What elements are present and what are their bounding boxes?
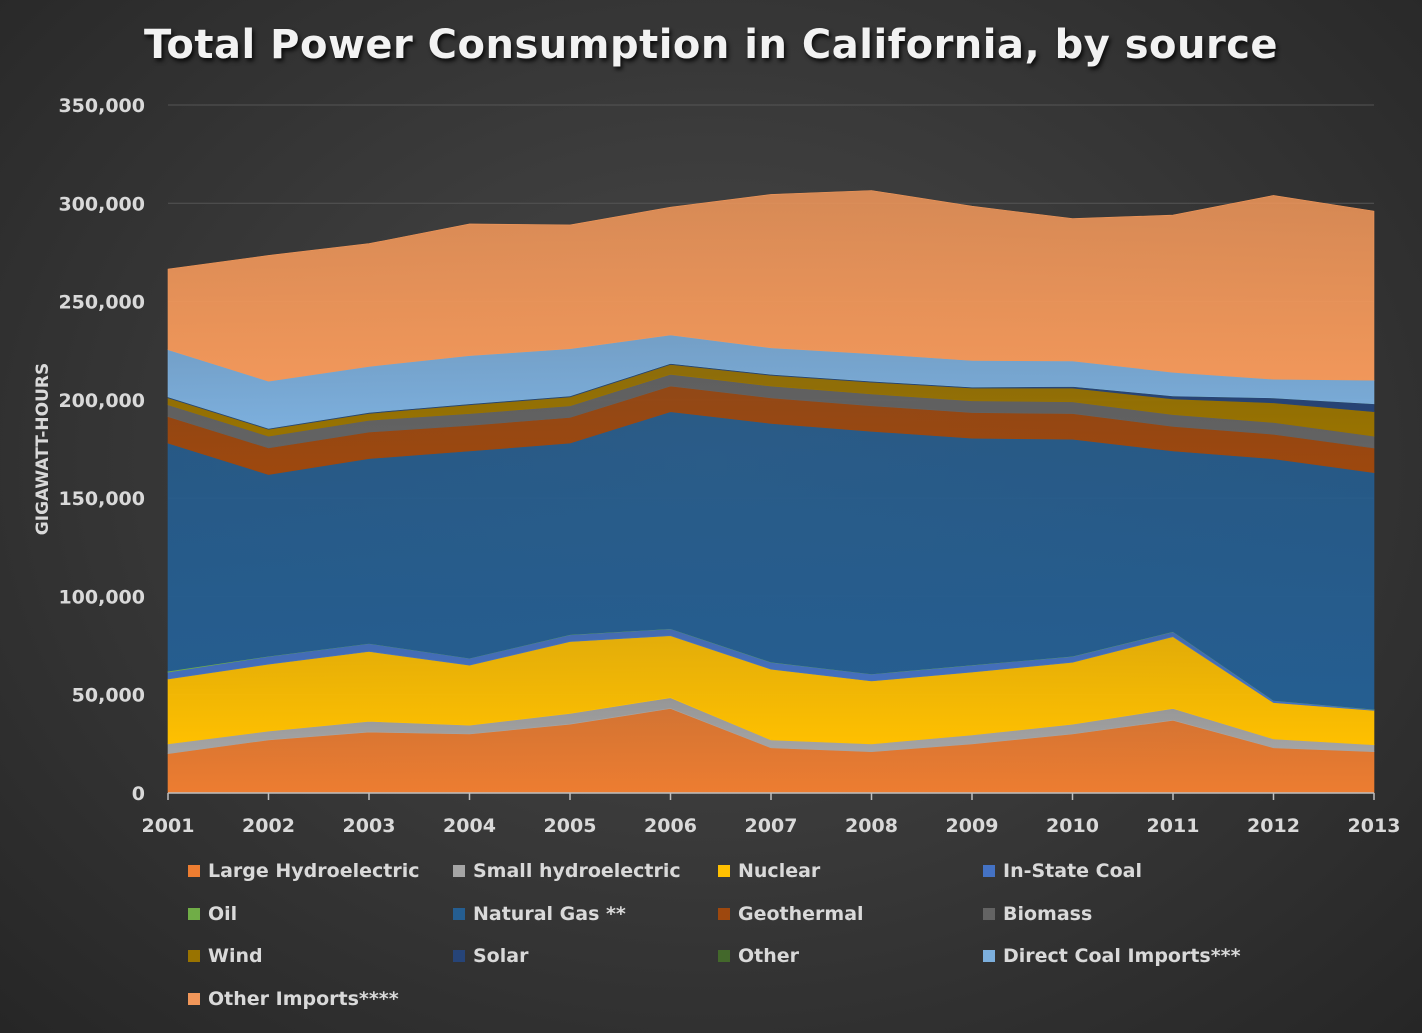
legend-label: Geothermal — [738, 903, 864, 925]
y-tick-label: 350,000 — [58, 95, 145, 117]
x-tick-label: 2007 — [745, 815, 798, 837]
legend-item[interactable]: Wind — [188, 945, 263, 967]
legend-item[interactable]: Oil — [188, 903, 237, 925]
x-tick-label: 2005 — [544, 815, 597, 837]
x-tick-label: 2008 — [845, 815, 898, 837]
x-tick-label: 2011 — [1147, 815, 1200, 837]
legend-swatch — [718, 865, 730, 877]
x-tick-label: 2012 — [1247, 815, 1300, 837]
y-axis-label: GIGAWATT-HOURS — [33, 363, 53, 535]
y-tick-label: 250,000 — [58, 292, 145, 314]
legend-swatch — [718, 950, 730, 962]
area-series — [167, 190, 1375, 794]
x-tick-label: 2013 — [1348, 815, 1401, 837]
legend-swatch — [983, 950, 995, 962]
x-tick-label: 2010 — [1046, 815, 1099, 837]
legend-item[interactable]: Biomass — [983, 903, 1092, 925]
chart-title: Total Power Consumption in California, b… — [143, 22, 1279, 68]
legend-label: Oil — [208, 903, 238, 925]
y-tick-label: 100,000 — [58, 586, 145, 608]
y-tick-labels: 0 50,000 100,000 150,000 200,000 250,000 300,0… — [58, 95, 145, 805]
x-tick-label: 2002 — [242, 815, 295, 837]
stacked-area-chart: 0 50,000 100,000 150,000 200,000 250,000 300,0… — [33, 95, 1401, 837]
axes — [167, 792, 1375, 800]
legend-item[interactable]: In-State Coal — [983, 860, 1142, 882]
legend-item[interactable]: Natural Gas ** — [453, 903, 626, 925]
legend-item[interactable]: Large Hydroelectric — [188, 860, 420, 882]
legend-label: Other Imports**** — [208, 988, 399, 1010]
x-tick-label: 2003 — [343, 815, 396, 837]
legend-label: Other — [738, 945, 800, 967]
legend-label: Biomass — [1003, 903, 1093, 925]
y-tick-label: 50,000 — [72, 685, 145, 707]
x-tick-label: 2001 — [142, 815, 195, 837]
legend-label: Natural Gas ** — [473, 903, 626, 925]
legend-label: Direct Coal Imports*** — [1003, 945, 1241, 967]
y-tick-label: 0 — [132, 783, 145, 805]
legend-label: Large Hydroelectric — [208, 860, 420, 882]
y-tick-label: 300,000 — [58, 193, 145, 215]
legend-item[interactable]: Geothermal — [718, 903, 864, 925]
y-tick-label: 150,000 — [58, 488, 145, 510]
legend-label: Solar — [473, 945, 529, 967]
legend-item[interactable]: Other Imports**** — [188, 988, 399, 1010]
legend-item[interactable]: Solar — [453, 945, 528, 967]
legend-swatch — [188, 865, 200, 877]
legend-label: Small hydroelectric — [473, 860, 681, 882]
legend-swatch — [983, 908, 995, 920]
legend-item[interactable]: Small hydroelectric — [453, 860, 681, 882]
legend-label: Nuclear — [738, 860, 821, 882]
legend-swatch — [983, 865, 995, 877]
y-tick-label: 200,000 — [58, 390, 145, 412]
legend-swatch — [453, 865, 465, 877]
legend-swatch — [188, 950, 200, 962]
legend-swatch — [188, 993, 200, 1005]
legend-item[interactable]: Direct Coal Imports*** — [983, 945, 1241, 967]
x-tick-labels: 2001 2002 2003 2004 2005 2006 2007 2008 2009 2010… — [142, 815, 1401, 837]
area-other-imports — [167, 190, 1375, 382]
legend-item[interactable]: Other — [718, 945, 799, 967]
legend-label: Wind — [208, 945, 263, 967]
legend-swatch — [453, 908, 465, 920]
x-tick-label: 2004 — [443, 815, 496, 837]
legend-swatch — [188, 908, 200, 920]
x-tick-label: 2009 — [946, 815, 999, 837]
x-tick-label: 2006 — [644, 815, 697, 837]
legend-label: In-State Coal — [1003, 860, 1142, 882]
legend-swatch — [718, 908, 730, 920]
legend-item[interactable]: Nuclear — [718, 860, 820, 882]
legend-swatch — [453, 950, 465, 962]
